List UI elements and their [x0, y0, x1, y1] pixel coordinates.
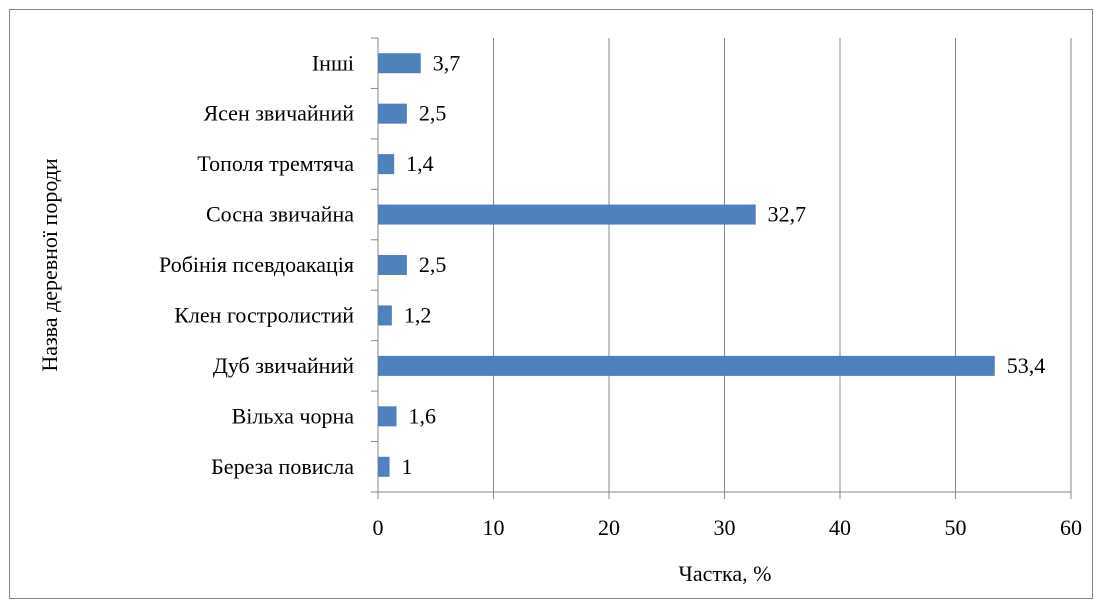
bar — [378, 456, 390, 477]
value-label: 1,2 — [404, 302, 432, 327]
bar — [378, 53, 421, 74]
value-label: 1,6 — [408, 403, 436, 428]
value-label: 2,5 — [419, 252, 447, 277]
y-tick-label: Дуб звичайний — [213, 353, 354, 378]
value-label: 3,7 — [433, 50, 461, 75]
x-tick-label: 50 — [945, 515, 967, 540]
x-tick-label: 30 — [714, 515, 736, 540]
bar — [378, 204, 756, 225]
x-tick-label: 10 — [483, 515, 505, 540]
value-label: 2,5 — [419, 101, 447, 126]
x-tick-label: 20 — [598, 515, 620, 540]
y-tick-label: Береза повисла — [211, 454, 354, 479]
x-tick-label: 40 — [829, 515, 851, 540]
bar — [378, 355, 995, 376]
y-axis-title: Назва деревної породи — [37, 158, 62, 372]
y-tick-label: Клен гостролистий — [174, 302, 354, 327]
y-tick-label: Вільха чорна — [232, 403, 355, 428]
bar — [378, 406, 397, 427]
chart-border — [9, 9, 1093, 599]
bar — [378, 255, 407, 275]
value-label: 32,7 — [768, 202, 807, 227]
x-tick-label: 0 — [373, 515, 384, 540]
y-tick-label: Тополя тремтяча — [197, 151, 354, 176]
bar — [378, 154, 395, 175]
y-tick-label: Сосна звичайна — [206, 202, 354, 227]
x-tick-label: 60 — [1060, 515, 1082, 540]
y-tick-label: Ясен звичайний — [203, 101, 354, 126]
value-label: 53,4 — [1007, 353, 1046, 378]
bar — [378, 305, 392, 326]
y-tick-label: Робінія псевдоакація — [159, 252, 354, 277]
bar — [378, 103, 407, 124]
y-tick-label: Інші — [312, 50, 354, 75]
value-label: 1,4 — [406, 151, 434, 176]
x-axis-title: Частка, % — [679, 561, 772, 586]
value-label: 1 — [402, 454, 413, 479]
